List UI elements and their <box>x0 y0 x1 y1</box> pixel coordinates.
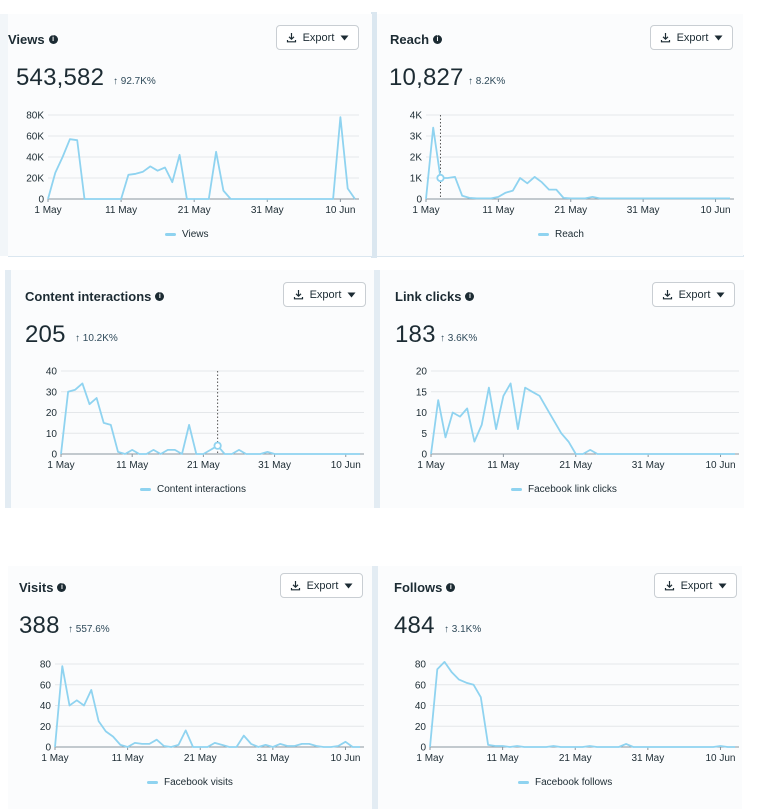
card-title-text: Follows <box>394 580 443 595</box>
export-button[interactable]: Export <box>650 25 733 50</box>
legend-label: Reach <box>555 229 584 240</box>
metric-card-follows <box>378 566 742 809</box>
legend-label: Views <box>182 229 209 240</box>
legend-swatch <box>165 233 176 236</box>
card-title-text: Views <box>8 32 45 47</box>
metric-change: ↑ 8.2K% <box>468 76 506 87</box>
metric-change: ↑ 3.6K% <box>440 333 478 344</box>
caret-down-icon <box>344 583 353 588</box>
metric-change: ↑ 557.6% <box>68 624 110 635</box>
card-title-text: Link clicks <box>395 289 462 304</box>
row-divider <box>8 255 744 257</box>
legend-label: Facebook visits <box>164 777 233 788</box>
card-title-text: Reach <box>390 32 430 47</box>
caret-down-icon <box>347 292 356 297</box>
card-title: Views i <box>8 32 58 47</box>
legend-swatch <box>518 781 529 784</box>
metric-total: 183 <box>395 321 436 348</box>
export-label: Export <box>309 288 342 301</box>
chart-legend[interactable]: Facebook visits <box>147 777 233 788</box>
metric-total: 543,582 <box>16 64 105 91</box>
export-label: Export <box>676 31 709 44</box>
download-icon <box>662 290 672 300</box>
download-icon <box>293 290 303 300</box>
legend-swatch <box>538 233 549 236</box>
caret-down-icon <box>340 35 349 40</box>
metric-card-reach <box>377 14 743 256</box>
chart-legend[interactable]: Views <box>165 229 209 240</box>
card-title: Link clicks i <box>395 289 475 304</box>
card-title-text: Visits <box>19 580 54 595</box>
metric-total: 205 <box>25 321 66 348</box>
export-button[interactable]: Export <box>276 25 359 50</box>
info-icon[interactable]: i <box>48 35 58 44</box>
legend-label: Facebook follows <box>535 777 613 788</box>
caret-down-icon <box>718 583 727 588</box>
info-icon[interactable]: i <box>465 292 475 301</box>
card-title: Reach i <box>390 32 443 47</box>
card-title: Visits i <box>19 580 67 595</box>
metric-change: ↑ 10.2K% <box>75 333 118 344</box>
info-icon[interactable]: i <box>433 35 443 44</box>
chart-legend[interactable]: Facebook link clicks <box>511 484 617 495</box>
export-label: Export <box>678 288 711 301</box>
export-label: Export <box>306 579 339 592</box>
legend-swatch <box>140 488 151 491</box>
export-button[interactable]: Export <box>280 573 363 598</box>
info-icon[interactable]: i <box>446 583 456 592</box>
info-icon[interactable]: i <box>57 583 67 592</box>
export-label: Export <box>302 31 335 44</box>
download-icon <box>286 33 296 43</box>
panel-divider <box>374 270 380 508</box>
metric-total: 388 <box>19 612 60 639</box>
metric-card-visits <box>8 566 372 809</box>
metric-total: 10,827 <box>389 64 464 91</box>
caret-down-icon <box>716 292 725 297</box>
chart-legend[interactable]: Reach <box>538 229 584 240</box>
download-icon <box>290 581 300 591</box>
chart-legend[interactable]: Facebook follows <box>518 777 612 788</box>
metric-card-views <box>8 14 372 256</box>
download-icon <box>660 33 670 43</box>
legend-label: Content interactions <box>157 484 246 495</box>
card-title: Content interactions i <box>25 289 165 304</box>
legend-label: Facebook link clicks <box>528 484 617 495</box>
metric-change: ↑ 3.1K% <box>444 624 482 635</box>
export-button[interactable]: Export <box>652 282 735 307</box>
export-button[interactable]: Export <box>283 282 366 307</box>
metric-total: 484 <box>394 612 435 639</box>
panel-gutter <box>5 270 11 508</box>
export-button[interactable]: Export <box>654 573 737 598</box>
panel-gutter <box>0 14 8 256</box>
panel-divider <box>371 12 377 258</box>
card-title: Follows i <box>394 580 456 595</box>
card-title-text: Content interactions <box>25 289 152 304</box>
metric-change: ↑ 92.7K% <box>113 76 156 87</box>
export-label: Export <box>680 579 713 592</box>
download-icon <box>664 581 674 591</box>
panel-divider <box>372 566 378 809</box>
legend-swatch <box>147 781 158 784</box>
caret-down-icon <box>714 35 723 40</box>
legend-swatch <box>511 488 522 491</box>
info-icon[interactable]: i <box>155 292 165 301</box>
chart-legend[interactable]: Content interactions <box>140 484 246 495</box>
